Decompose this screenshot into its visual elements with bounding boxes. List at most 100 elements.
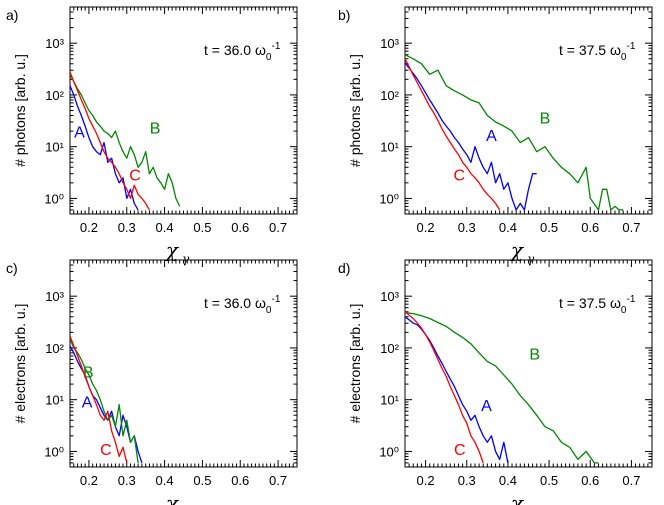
series-A-label: A xyxy=(481,398,492,415)
x-tick-label: 0.5 xyxy=(540,220,558,235)
series-C-line xyxy=(405,311,484,464)
plot-frame xyxy=(69,6,298,215)
annotation-superscript: -1 xyxy=(626,294,635,305)
y-axis-label: # electrons [arb. u.] xyxy=(12,304,28,424)
series-A-label: A xyxy=(486,128,497,145)
x-tick-label: 0.6 xyxy=(581,473,599,488)
series-C-label: C xyxy=(454,168,466,185)
plot-frame xyxy=(404,6,653,215)
series-B-line xyxy=(70,338,139,463)
x-tick-label: 0.7 xyxy=(269,220,287,235)
y-tick-label: 10⁰ xyxy=(44,191,64,206)
x-tick-label: 0.3 xyxy=(118,220,136,235)
y-tick-label: 10² xyxy=(45,341,64,356)
series-B-line xyxy=(405,54,624,211)
series-C-line xyxy=(70,71,150,211)
series-C-label: C xyxy=(100,442,112,459)
x-tick-label: 0.6 xyxy=(581,220,599,235)
series-A-line xyxy=(70,85,139,211)
x-axis-label: χe xyxy=(164,491,189,505)
x-axis-label-symbol: χ xyxy=(509,491,525,505)
x-tick-label: 0.7 xyxy=(622,220,640,235)
series-B-label: B xyxy=(540,111,551,128)
time-annotation: t = 36.0 ω0-1 xyxy=(204,294,281,316)
annotation-superscript: -1 xyxy=(626,41,635,52)
y-axis-label: # photons [arb. u.] xyxy=(347,54,363,167)
y-tick-label: 10³ xyxy=(380,36,399,51)
annotation-subscript: 0 xyxy=(266,52,272,63)
x-tick-label: 0.5 xyxy=(540,473,558,488)
x-axis-label-symbol: χ xyxy=(164,238,180,262)
x-tick-label: 0.5 xyxy=(193,473,211,488)
x-axis-label-symbol: χ xyxy=(164,491,180,505)
y-tick-label: 10¹ xyxy=(380,140,399,155)
y-tick-label: 10¹ xyxy=(45,393,64,408)
x-tick-label: 0.5 xyxy=(193,220,211,235)
x-axis-label: χe xyxy=(509,491,534,505)
y-tick-label: 10² xyxy=(45,88,64,103)
time-annotation: t = 37.5 ω0-1 xyxy=(559,41,636,63)
series-B-label: B xyxy=(529,346,540,363)
y-tick-label: 10³ xyxy=(380,289,399,304)
x-tick-label: 0.4 xyxy=(156,473,174,488)
x-axis-label-subscript: γ xyxy=(527,252,535,266)
series-A-label: A xyxy=(82,395,93,412)
y-tick-label: 10² xyxy=(380,341,399,356)
y-tick-label: 10¹ xyxy=(380,393,399,408)
panel-d: 0.2 0.3 0.4 0.5 0.6 0.7 10⁰ 10¹ 10² 10³ # electron… xyxy=(338,259,653,505)
y-tick-label: 10⁰ xyxy=(379,444,399,459)
y-tick-label: 10⁰ xyxy=(379,191,399,206)
panel-label: c) xyxy=(6,260,18,276)
time-annotation: t = 36.0 ω0-1 xyxy=(204,41,281,63)
series-C-label: C xyxy=(454,442,466,459)
x-tick-label: 0.7 xyxy=(622,473,640,488)
y-tick-label: 10¹ xyxy=(45,140,64,155)
x-tick-label: 0.2 xyxy=(417,473,435,488)
annotation-subscript: 0 xyxy=(266,305,272,316)
x-tick-label: 0.4 xyxy=(499,473,517,488)
panel-label: a) xyxy=(6,7,18,23)
panel-label: d) xyxy=(338,260,350,276)
x-tick-label: 0.3 xyxy=(458,220,476,235)
annotation-superscript: -1 xyxy=(271,41,280,52)
x-tick-label: 0.2 xyxy=(417,220,435,235)
y-tick-label: 10² xyxy=(380,88,399,103)
y-axis-label: # photons [arb. u.] xyxy=(12,54,28,167)
annotation-subscript: 0 xyxy=(621,52,627,63)
annotation-text: t = 37.5 ω xyxy=(559,295,621,311)
series-A-line xyxy=(405,62,537,211)
series-A-label: A xyxy=(74,125,85,142)
annotation-text: t = 36.0 ω xyxy=(204,295,266,311)
series-B-line xyxy=(405,312,599,464)
annotation-subscript: 0 xyxy=(621,305,627,316)
panel-b: 0.2 0.3 0.4 0.5 0.6 0.7 10⁰ 10¹ 10² 10³ # photons … xyxy=(338,6,653,266)
series-C-line xyxy=(405,58,501,211)
series-C-label: C xyxy=(129,168,141,185)
annotation-text: t = 36.0 ω xyxy=(204,42,266,58)
y-tick-label: 10⁰ xyxy=(44,444,64,459)
x-tick-label: 0.3 xyxy=(458,473,476,488)
panel-label: b) xyxy=(338,7,350,23)
x-axis-label-symbol: χ xyxy=(509,238,525,262)
x-tick-label: 0.2 xyxy=(80,220,98,235)
time-annotation: t = 37.5 ω0-1 xyxy=(559,294,636,316)
x-tick-label: 0.2 xyxy=(80,473,98,488)
panel-a: 0.2 0.3 0.4 0.5 0.6 0.7 10⁰ 10¹ 10² 10³ # photons … xyxy=(6,6,298,266)
panel-c: 0.2 0.3 0.4 0.5 0.6 0.7 10⁰ 10¹ 10² 10³ # electron… xyxy=(6,259,298,505)
series-B-label: B xyxy=(83,364,94,381)
x-tick-label: 0.6 xyxy=(231,473,249,488)
x-axis-label-subscript: γ xyxy=(182,252,190,266)
series-C-line xyxy=(70,335,128,464)
plot-frame xyxy=(69,259,298,468)
y-tick-label: 10³ xyxy=(45,36,64,51)
x-tick-label: 0.7 xyxy=(269,473,287,488)
x-tick-label: 0.4 xyxy=(499,220,517,235)
x-tick-label: 0.3 xyxy=(118,473,136,488)
annotation-superscript: -1 xyxy=(271,294,280,305)
series-B-label: B xyxy=(150,120,161,137)
annotation-text: t = 37.5 ω xyxy=(559,42,621,58)
x-tick-label: 0.4 xyxy=(156,220,174,235)
